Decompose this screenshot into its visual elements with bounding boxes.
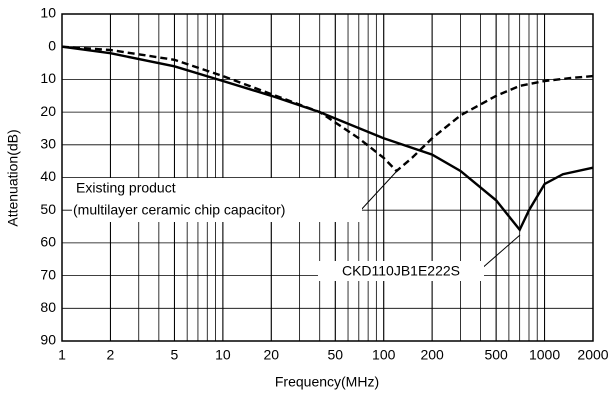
- y-tick-label: 60: [40, 234, 56, 250]
- y-tick-label: 0: [48, 37, 56, 53]
- plot-border: [61, 13, 594, 342]
- x-tick-label: 2000: [577, 347, 608, 363]
- x-tick-label: 1: [58, 347, 66, 363]
- y-tick-label: 10: [40, 5, 56, 21]
- series-line: [61, 45, 594, 233]
- x-tick-label: 100: [372, 347, 396, 363]
- leader-line: [479, 234, 521, 271]
- x-tick-label: 2: [107, 347, 115, 363]
- series-label: Existing product: [76, 180, 176, 196]
- x-tick-label: 5: [171, 347, 179, 363]
- y-tick-label: 90: [40, 332, 56, 348]
- x-tick-label: 50: [328, 347, 344, 363]
- x-tick-label: 1000: [529, 347, 560, 363]
- x-tick-label: 20: [263, 347, 279, 363]
- y-tick-label: 10: [40, 70, 56, 86]
- label-bg: [318, 261, 484, 281]
- series-line: [61, 45, 594, 173]
- label-bg: [72, 178, 362, 222]
- y-tick-label: 70: [40, 266, 56, 282]
- y-axis-label: Attenuation(dB): [5, 129, 21, 226]
- series-label: CKD110JB1E222S: [342, 263, 460, 279]
- y-tick-label: 50: [40, 201, 56, 217]
- x-axis-label: Frequency(MHz): [275, 374, 379, 390]
- y-tick-label: 30: [40, 136, 56, 152]
- x-tick-label: 200: [420, 347, 444, 363]
- y-tick-label: 40: [40, 168, 56, 184]
- y-tick-label: 80: [40, 299, 56, 315]
- x-tick-label: 10: [215, 347, 231, 363]
- leader-line: [359, 171, 397, 212]
- y-tick-label: 20: [40, 103, 56, 119]
- series-note: (multilayer ceramic chip capacitor): [73, 202, 285, 218]
- x-tick-label: 500: [484, 347, 508, 363]
